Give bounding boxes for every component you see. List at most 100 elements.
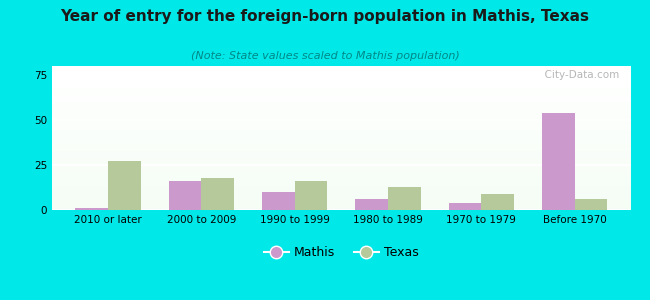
Bar xyxy=(52,209,630,210)
Bar xyxy=(52,186,630,187)
Bar xyxy=(52,195,630,196)
Bar xyxy=(52,183,630,184)
Bar xyxy=(52,72,630,73)
Bar xyxy=(52,67,630,68)
Bar xyxy=(52,85,630,86)
Bar xyxy=(52,144,630,145)
Bar xyxy=(52,145,630,146)
Bar xyxy=(52,78,630,79)
Bar xyxy=(75,208,108,210)
Bar xyxy=(52,126,630,127)
Bar xyxy=(52,107,630,108)
Bar xyxy=(52,198,630,199)
Bar xyxy=(52,117,630,118)
Bar xyxy=(52,129,630,130)
Bar xyxy=(52,149,630,150)
Bar xyxy=(52,97,630,98)
Bar xyxy=(52,66,630,67)
Bar xyxy=(52,172,630,173)
Bar xyxy=(52,123,630,124)
Bar xyxy=(52,84,630,85)
Bar xyxy=(52,171,630,172)
Bar xyxy=(52,185,630,186)
Text: Year of entry for the foreign-born population in Mathis, Texas: Year of entry for the foreign-born popul… xyxy=(60,9,590,24)
Bar xyxy=(52,100,630,101)
Bar xyxy=(52,80,630,81)
Bar xyxy=(52,151,630,152)
Bar xyxy=(52,175,630,176)
Bar xyxy=(52,166,630,167)
Bar xyxy=(52,99,630,100)
Bar xyxy=(52,90,630,91)
Bar xyxy=(52,174,630,175)
Bar xyxy=(52,189,630,190)
Bar xyxy=(52,108,630,109)
Bar xyxy=(52,156,630,157)
Bar xyxy=(52,161,630,162)
Bar xyxy=(52,113,630,114)
Bar xyxy=(52,164,630,165)
Bar xyxy=(52,158,630,159)
Bar xyxy=(52,93,630,94)
Bar xyxy=(575,199,607,210)
Bar xyxy=(52,208,630,209)
Bar xyxy=(52,74,630,75)
Bar xyxy=(52,73,630,74)
Bar xyxy=(52,197,630,198)
Bar xyxy=(52,134,630,135)
Bar xyxy=(388,187,421,210)
Bar xyxy=(52,187,630,188)
Bar xyxy=(52,118,630,119)
Bar xyxy=(52,178,630,179)
Bar xyxy=(52,141,630,142)
Bar xyxy=(52,135,630,136)
Bar xyxy=(356,199,388,210)
Bar xyxy=(52,122,630,123)
Bar xyxy=(52,128,630,129)
Bar xyxy=(52,103,630,104)
Bar xyxy=(52,119,630,120)
Bar xyxy=(52,98,630,99)
Bar xyxy=(52,76,630,77)
Bar xyxy=(52,193,630,194)
Bar xyxy=(52,167,630,168)
Bar xyxy=(52,162,630,163)
Bar xyxy=(52,192,630,193)
Bar xyxy=(52,180,630,181)
Bar xyxy=(52,111,630,112)
Bar xyxy=(52,176,630,177)
Bar xyxy=(52,112,630,113)
Bar xyxy=(168,181,202,210)
Bar xyxy=(52,101,630,102)
Bar xyxy=(52,181,630,182)
Bar xyxy=(52,173,630,174)
Bar xyxy=(52,121,630,122)
Legend: Mathis, Texas: Mathis, Texas xyxy=(259,241,424,264)
Bar xyxy=(52,114,630,115)
Bar xyxy=(52,91,630,92)
Bar xyxy=(52,188,630,189)
Bar xyxy=(52,77,630,78)
Bar xyxy=(52,169,630,170)
Bar xyxy=(52,153,630,154)
Bar xyxy=(52,68,630,69)
Text: City-Data.com: City-Data.com xyxy=(538,70,619,80)
Bar xyxy=(52,170,630,171)
Bar xyxy=(52,179,630,180)
Bar xyxy=(52,115,630,116)
Bar xyxy=(52,81,630,82)
Bar xyxy=(52,102,630,103)
Bar xyxy=(52,131,630,132)
Bar xyxy=(52,110,630,111)
Bar xyxy=(52,203,630,204)
Bar xyxy=(202,178,234,210)
Bar xyxy=(52,143,630,144)
Bar xyxy=(52,104,630,105)
Bar xyxy=(52,70,630,71)
Bar xyxy=(52,96,630,97)
Bar xyxy=(52,87,630,88)
Bar xyxy=(52,140,630,141)
Bar xyxy=(52,125,630,126)
Bar xyxy=(52,142,630,143)
Bar xyxy=(52,136,630,137)
